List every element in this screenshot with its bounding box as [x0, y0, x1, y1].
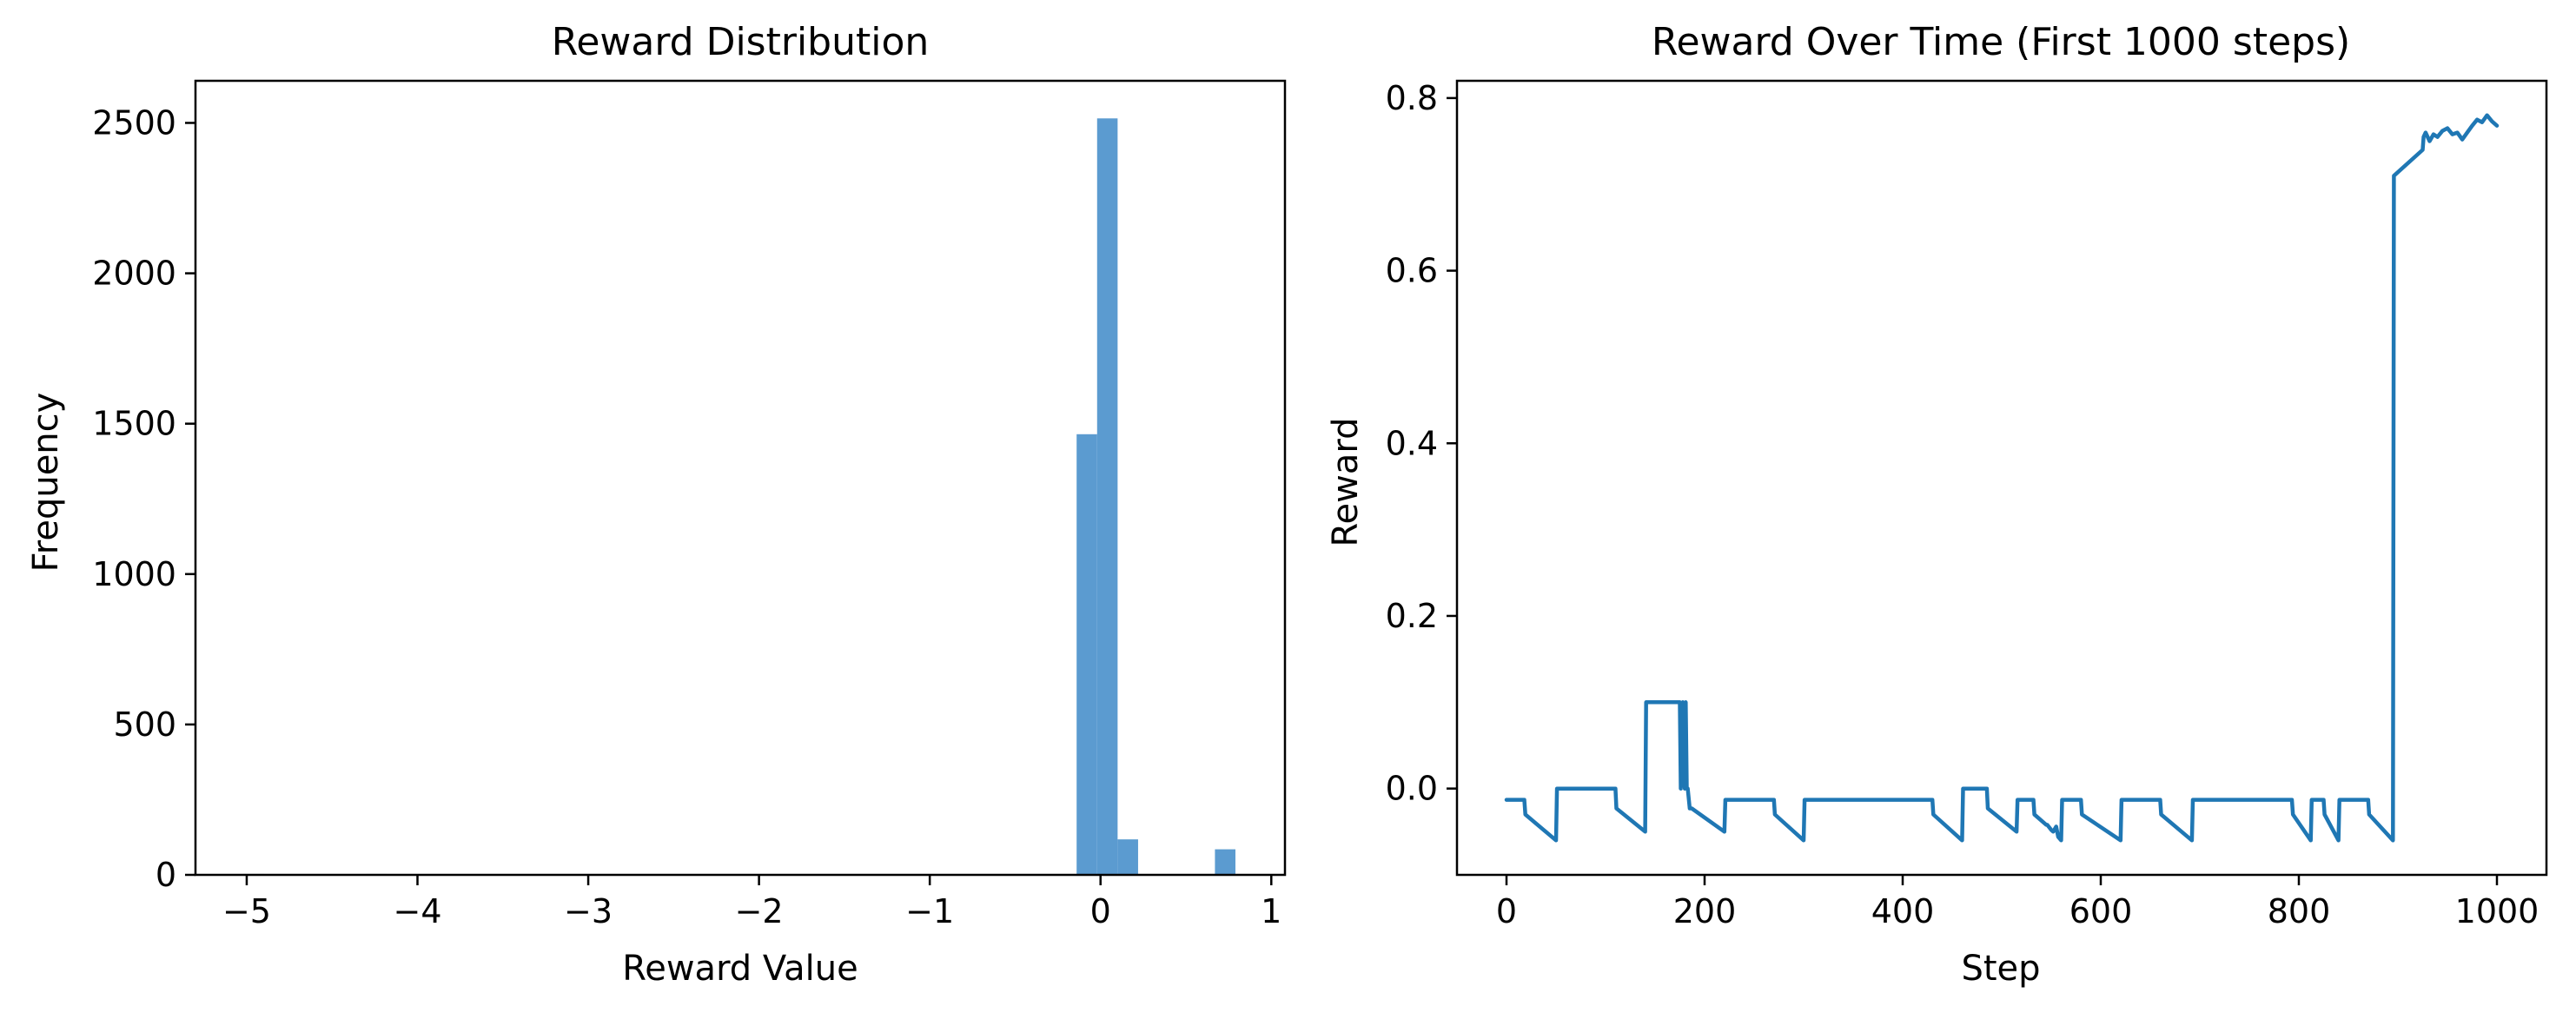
line-chart-x-tick-label: 0	[1496, 892, 1517, 930]
line-chart-x-tick-label: 600	[2069, 892, 2133, 930]
line-chart-y-tick-label: 0.4	[1386, 424, 1438, 462]
histogram-x-tick-label: −2	[735, 892, 784, 930]
histogram-panel: Reward Distribution Reward Value Frequen…	[26, 20, 1287, 989]
histogram-x-tick-label: −1	[905, 892, 954, 930]
histogram-axes-frame	[194, 79, 1287, 877]
histogram-x-tick-label: 0	[1090, 892, 1111, 930]
histogram-ticks: −5 −4 −3 −2 −1 0 1 0 500 1000 1500 2000 2500	[92, 103, 1281, 930]
histogram-title: Reward Distribution	[552, 20, 930, 64]
line-series	[1504, 113, 2500, 843]
line-chart-x-tick-label: 1000	[2455, 892, 2540, 930]
histogram-x-tick-label: 1	[1261, 892, 1281, 930]
line-chart-y-tick-label: 0.0	[1386, 770, 1438, 808]
histogram-y-tick-label: 2500	[92, 103, 176, 142]
line-chart-x-tick-label: 800	[2268, 892, 2331, 930]
histogram-x-tick-label: −3	[564, 892, 613, 930]
line-chart-x-tick-label: 200	[1673, 892, 1737, 930]
histogram-bar	[1076, 434, 1097, 875]
line-chart-x-tick-label: 400	[1871, 892, 1935, 930]
histogram-bar	[1215, 849, 1235, 875]
histogram-y-tick-label: 0	[156, 856, 176, 894]
line-chart-y-axis-label: Reward	[1326, 418, 1366, 547]
line-chart-panel: Reward Over Time (First 1000 steps) Step…	[1326, 20, 2548, 989]
line-chart-title: Reward Over Time (First 1000 steps)	[1652, 20, 2350, 64]
line-chart-y-tick-label: 0.2	[1386, 597, 1438, 635]
histogram-x-tick-label: −4	[394, 892, 442, 930]
line-chart-axes-frame	[1455, 79, 2548, 877]
histogram-y-axis-label: Frequency	[26, 393, 66, 573]
histogram-x-axis-label: Reward Value	[622, 949, 858, 989]
line-chart-y-tick-label: 0.8	[1386, 79, 1438, 117]
histogram-bars	[243, 118, 1235, 876]
histogram-y-tick-label: 2000	[92, 255, 176, 293]
histogram-y-tick-label: 1000	[92, 555, 176, 593]
histogram-y-tick-label: 1500	[92, 405, 176, 443]
histogram-y-tick-label: 500	[113, 705, 176, 744]
histogram-bar	[1096, 118, 1118, 876]
histogram-bar	[1117, 839, 1138, 875]
reward-line	[1504, 113, 2500, 843]
histogram-x-tick-label: −5	[222, 892, 271, 930]
line-chart-x-axis-label: Step	[1961, 949, 2040, 989]
line-chart-ticks: 0 200 400 600 800 1000 0.0 0.2 0.4 0.6 0.8	[1386, 79, 2540, 930]
line-chart-y-tick-label: 0.6	[1386, 252, 1438, 290]
